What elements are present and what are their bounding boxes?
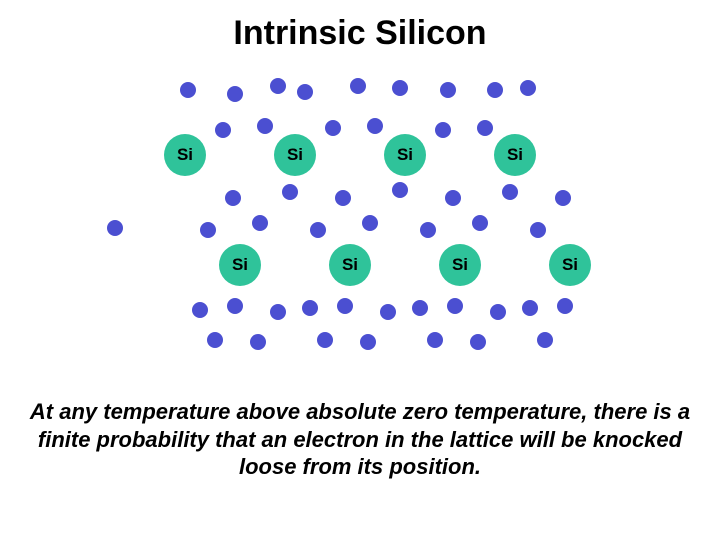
electron bbox=[427, 332, 443, 348]
silicon-lattice-diagram: Si Si Si Si Si Si Si Si bbox=[100, 70, 620, 370]
electron bbox=[367, 118, 383, 134]
electron bbox=[252, 215, 268, 231]
electron bbox=[335, 190, 351, 206]
electron bbox=[360, 334, 376, 350]
si-atom: Si bbox=[164, 134, 206, 176]
si-atom: Si bbox=[494, 134, 536, 176]
electron bbox=[470, 334, 486, 350]
electron bbox=[250, 334, 266, 350]
electron bbox=[180, 82, 196, 98]
electron bbox=[520, 80, 536, 96]
electron bbox=[215, 122, 231, 138]
electron bbox=[257, 118, 273, 134]
electron bbox=[227, 86, 243, 102]
electron bbox=[392, 80, 408, 96]
electron bbox=[380, 304, 396, 320]
electron bbox=[555, 190, 571, 206]
electron bbox=[392, 182, 408, 198]
caption-text: At any temperature above absolute zero t… bbox=[0, 398, 720, 481]
si-atom: Si bbox=[384, 134, 426, 176]
electron bbox=[362, 215, 378, 231]
si-atom-label: Si bbox=[397, 145, 413, 165]
electron bbox=[317, 332, 333, 348]
electron bbox=[350, 78, 366, 94]
electron bbox=[310, 222, 326, 238]
electron bbox=[107, 220, 123, 236]
electron bbox=[302, 300, 318, 316]
electron bbox=[420, 222, 436, 238]
electron bbox=[412, 300, 428, 316]
electron bbox=[445, 190, 461, 206]
page-title: Intrinsic Silicon bbox=[0, 14, 720, 53]
electron bbox=[530, 222, 546, 238]
electron bbox=[337, 298, 353, 314]
si-atom-label: Si bbox=[507, 145, 523, 165]
electron bbox=[207, 332, 223, 348]
electron bbox=[200, 222, 216, 238]
electron bbox=[282, 184, 298, 200]
si-atom-label: Si bbox=[287, 145, 303, 165]
si-atom-label: Si bbox=[177, 145, 193, 165]
electron bbox=[325, 120, 341, 136]
electron bbox=[522, 300, 538, 316]
electron bbox=[192, 302, 208, 318]
si-atom-label: Si bbox=[232, 255, 248, 275]
electron bbox=[487, 82, 503, 98]
electron bbox=[227, 298, 243, 314]
si-atom-label: Si bbox=[452, 255, 468, 275]
electron bbox=[270, 304, 286, 320]
si-atom-label: Si bbox=[562, 255, 578, 275]
electron bbox=[472, 215, 488, 231]
electron bbox=[447, 298, 463, 314]
electron bbox=[435, 122, 451, 138]
si-atom: Si bbox=[219, 244, 261, 286]
electron bbox=[557, 298, 573, 314]
electron bbox=[537, 332, 553, 348]
si-atom: Si bbox=[549, 244, 591, 286]
electron bbox=[502, 184, 518, 200]
si-atom-label: Si bbox=[342, 255, 358, 275]
electron bbox=[270, 78, 286, 94]
electron bbox=[225, 190, 241, 206]
si-atom: Si bbox=[329, 244, 371, 286]
electron bbox=[477, 120, 493, 136]
si-atom: Si bbox=[439, 244, 481, 286]
electron bbox=[440, 82, 456, 98]
electron bbox=[297, 84, 313, 100]
si-atom: Si bbox=[274, 134, 316, 176]
electron bbox=[490, 304, 506, 320]
